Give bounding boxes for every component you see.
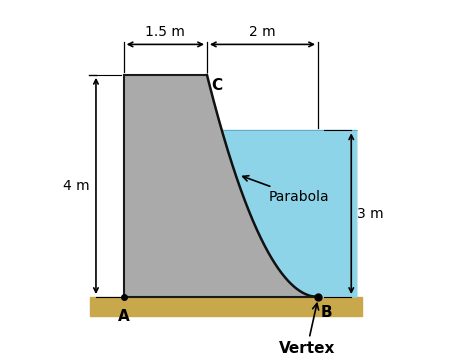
Text: Parabola: Parabola	[243, 176, 329, 204]
Text: C: C	[212, 78, 223, 93]
Text: 4 m: 4 m	[63, 179, 89, 193]
Polygon shape	[222, 130, 357, 297]
Text: 3 m: 3 m	[357, 207, 383, 221]
Text: 2 m: 2 m	[249, 25, 276, 39]
Text: Vertex: Vertex	[279, 303, 335, 356]
Text: 1.5 m: 1.5 m	[145, 25, 185, 39]
Polygon shape	[124, 75, 318, 297]
Text: A: A	[118, 310, 130, 324]
Polygon shape	[90, 297, 362, 316]
Text: B: B	[321, 305, 333, 320]
